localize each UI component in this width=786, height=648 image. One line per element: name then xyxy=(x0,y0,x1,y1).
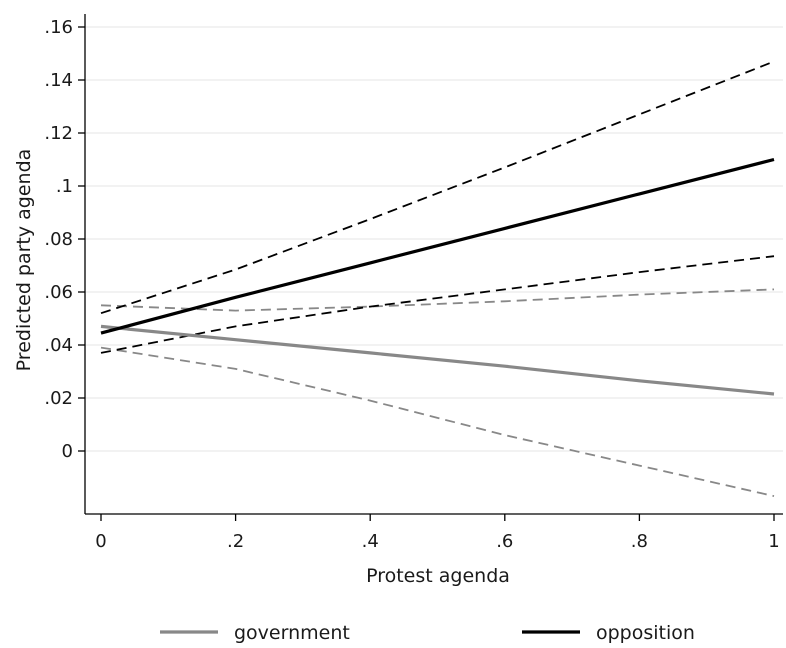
x-tick-label: 1 xyxy=(768,531,779,552)
confidence-bands xyxy=(100,60,775,497)
government-line xyxy=(100,324,775,396)
gridlines xyxy=(85,26,783,452)
y-tick-label: .12 xyxy=(44,123,73,144)
opposition-legend-label: opposition xyxy=(596,622,695,644)
y-tick-label: .1 xyxy=(56,176,73,197)
opposition-line xyxy=(100,157,775,335)
government-legend-label: government xyxy=(234,622,350,644)
x-tick-label: .2 xyxy=(227,531,244,552)
y-tick-label: .08 xyxy=(44,229,73,250)
y-tick-label: .14 xyxy=(44,70,73,91)
y-axis-title: Predicted party agenda xyxy=(13,149,35,372)
series-lines xyxy=(100,157,775,396)
x-axis-title: Protest agenda xyxy=(366,565,510,587)
x-tick-label: .8 xyxy=(631,531,648,552)
x-tick-label: 0 xyxy=(95,531,106,552)
x-tick-label: .6 xyxy=(496,531,513,552)
y-tick-label: .16 xyxy=(44,17,73,38)
x-tick-label: .4 xyxy=(362,531,379,552)
y-tick-label: 0 xyxy=(62,441,73,462)
y-tick-label: .02 xyxy=(44,388,73,409)
y-tick-label: .04 xyxy=(44,335,73,356)
opposition-ci-lower-line xyxy=(100,255,775,354)
government-ci-upper-line xyxy=(100,288,775,312)
government-ci-lower-line xyxy=(100,346,775,497)
legend: government opposition xyxy=(160,622,695,644)
opposition-ci-upper-line xyxy=(100,60,775,315)
axes: 0 .02 .04 .06 .08 .1 .12 .14 .16 0 .2 .4 .6 .8 1 xyxy=(44,14,783,552)
y-tick-label: .06 xyxy=(44,282,73,303)
